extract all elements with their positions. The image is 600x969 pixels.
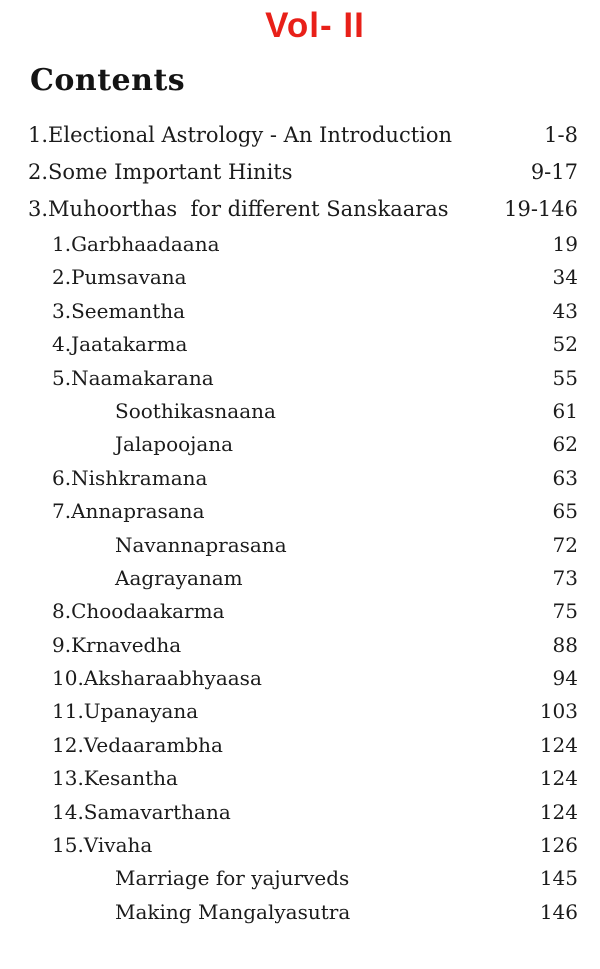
toc-entry-page: 124 <box>539 766 578 791</box>
toc-entry: Marriage for yajurveds 145 <box>28 862 578 895</box>
toc-entry-label: 7.Annaprasana <box>52 499 205 524</box>
toc-entry-label: 2.Some Important Hinits <box>28 160 293 184</box>
toc-entry-page: 124 <box>539 732 578 757</box>
toc-entry: 3.Seemantha 43 <box>28 295 578 328</box>
toc-entry: 1.Garbhaadaana 19 <box>28 228 578 261</box>
toc-entry-page: 43 <box>552 298 578 323</box>
toc-entry-page: 124 <box>539 799 578 824</box>
toc-entry-label: Making Mangalyasutra <box>115 899 351 924</box>
toc-entry: 15.Vivaha 126 <box>28 829 578 862</box>
toc-entry: 11.Upanayana 103 <box>28 695 578 728</box>
toc-entry-label: 9.Krnavedha <box>52 632 182 657</box>
toc-entry-page: 94 <box>552 666 578 691</box>
toc-entry: 7.Annaprasana 65 <box>28 495 578 528</box>
toc-entry-label: Navannaprasana <box>115 532 287 557</box>
toc-entry: 9.Krnavedha 88 <box>28 629 578 662</box>
toc-entry-label: 4.Jaatakarma <box>52 332 188 357</box>
toc-entry-label: 8.Choodaakarma <box>52 599 225 624</box>
toc-entry-page: 73 <box>552 565 578 590</box>
toc-entry-label: Soothikasnaana <box>115 398 276 423</box>
toc-entry-label: 13.Kesantha <box>52 766 178 791</box>
toc-entry-label: Aagrayanam <box>115 565 243 590</box>
toc-entry-label: 1.Electional Astrology - An Introduction <box>28 123 453 147</box>
toc-entry-page: 61 <box>552 398 578 423</box>
toc-entry-label: 12.Vedaarambha <box>52 732 223 757</box>
toc-entry-page: 126 <box>539 833 578 858</box>
toc-entry-label: 11.Upanayana <box>52 699 199 724</box>
toc-entry: 6.Nishkramana 63 <box>28 462 578 495</box>
toc-entry: Making Mangalyasutra 146 <box>28 896 578 929</box>
toc-entry: Jalapoojana 62 <box>28 428 578 461</box>
toc-entry-label: 1.Garbhaadaana <box>52 232 220 256</box>
toc-entry: 8.Choodaakarma 75 <box>28 595 578 628</box>
toc-entry-page: 19-146 <box>504 197 578 221</box>
toc-entry: 13.Kesantha 124 <box>28 762 578 795</box>
toc-entry-label: 14.Samavarthana <box>52 799 231 824</box>
toc-entry-label: 3.Seemantha <box>52 298 186 323</box>
table-of-contents: 1.Electional Astrology - An Introduction… <box>0 117 600 929</box>
toc-entry-label: Marriage for yajurveds <box>115 866 350 891</box>
toc-entry: 5.Naamakarana 55 <box>28 362 578 395</box>
toc-entry-label: 10.Aksharaabhyaasa <box>52 666 262 691</box>
toc-entry-page: 103 <box>539 699 578 724</box>
toc-entry-label: 6.Nishkramana <box>52 465 208 490</box>
toc-entry: 1.Electional Astrology - An Introduction… <box>28 117 578 154</box>
toc-entry-page: 1-8 <box>544 123 578 147</box>
toc-entry-label: Jalapoojana <box>115 432 234 457</box>
toc-entry-page: 145 <box>539 866 578 891</box>
page-title: Contents <box>30 63 186 98</box>
toc-entry: 14.Samavarthana 124 <box>28 796 578 829</box>
toc-entry-page: 9-17 <box>530 160 578 184</box>
toc-entry-page: 88 <box>552 632 578 657</box>
volume-title: Vol- II <box>265 6 365 45</box>
toc-entry: 2.Some Important Hinits 9-17 <box>28 154 578 191</box>
toc-entry-page: 63 <box>552 465 578 490</box>
toc-entry: Soothikasnaana 61 <box>28 395 578 428</box>
toc-entry-page: 75 <box>552 599 578 624</box>
toc-entry-page: 72 <box>552 532 578 557</box>
toc-entry-page: 55 <box>552 365 578 390</box>
toc-entry-page: 146 <box>539 899 578 924</box>
toc-entry: 2.Pumsavana 34 <box>28 261 578 294</box>
toc-entry-page: 19 <box>552 232 578 256</box>
toc-entry: Navannaprasana 72 <box>28 529 578 562</box>
toc-entry: 10.Aksharaabhyaasa 94 <box>28 662 578 695</box>
toc-entry: 12.Vedaarambha 124 <box>28 729 578 762</box>
toc-entry-label: 15.Vivaha <box>52 833 153 858</box>
toc-entry-page: 34 <box>552 265 578 290</box>
toc-entry-label: 5.Naamakarana <box>52 365 214 390</box>
toc-entry-page: 65 <box>552 499 578 524</box>
toc-entry-label: 2.Pumsavana <box>52 265 187 290</box>
toc-entry: Aagrayanam 73 <box>28 562 578 595</box>
toc-entry: 4.Jaatakarma 52 <box>28 328 578 361</box>
toc-entry-page: 62 <box>552 432 578 457</box>
toc-entry-page: 52 <box>552 332 578 357</box>
toc-entry-label: 3.Muhoorthas for different Sanskaaras <box>28 197 449 221</box>
toc-entry: 3.Muhoorthas for different Sanskaaras 19-… <box>28 191 578 228</box>
